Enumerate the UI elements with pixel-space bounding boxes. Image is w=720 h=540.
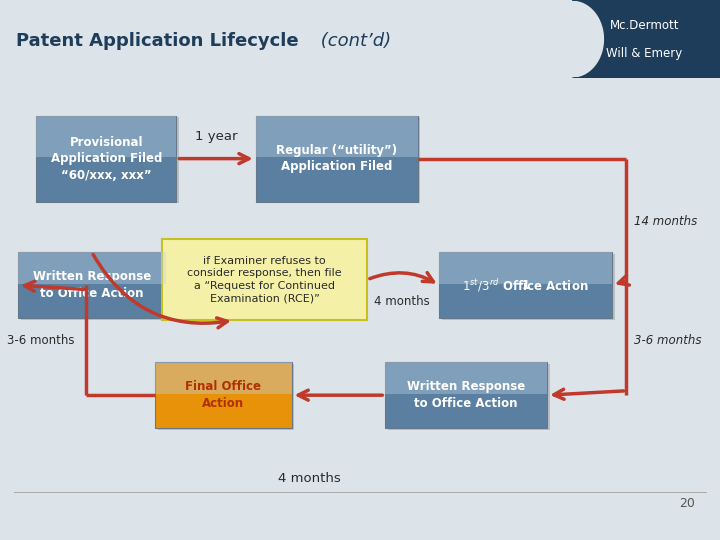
Text: Mc.Dermott: Mc.Dermott [610, 18, 679, 31]
Text: 3-6 months: 3-6 months [634, 334, 701, 347]
Text: Written Response
to Office Action: Written Response to Office Action [32, 271, 151, 300]
Text: $1^{st}/3^{rd}$ Office Action: $1^{st}/3^{rd}$ Office Action [462, 276, 589, 294]
FancyBboxPatch shape [18, 252, 166, 318]
FancyBboxPatch shape [388, 364, 550, 430]
Text: 3-6 months: 3-6 months [7, 334, 75, 347]
Text: 14 months: 14 months [634, 215, 697, 228]
FancyBboxPatch shape [155, 362, 292, 394]
FancyBboxPatch shape [385, 362, 547, 428]
FancyBboxPatch shape [18, 252, 166, 284]
FancyBboxPatch shape [439, 252, 612, 318]
Text: Patent Application Lifecycle: Patent Application Lifecycle [16, 32, 299, 50]
FancyBboxPatch shape [39, 118, 179, 203]
Text: Will & Emery: Will & Emery [606, 47, 683, 60]
FancyBboxPatch shape [256, 116, 418, 201]
Polygon shape [572, 0, 720, 78]
Text: if Examiner refuses to
consider response, then file
a “Request for Continued
Exa: if Examiner refuses to consider response… [187, 256, 342, 303]
FancyBboxPatch shape [258, 118, 420, 203]
FancyBboxPatch shape [162, 239, 367, 320]
FancyBboxPatch shape [256, 116, 418, 157]
Text: 1 year: 1 year [194, 130, 238, 143]
FancyBboxPatch shape [21, 254, 168, 320]
Text: 4 months: 4 months [278, 472, 341, 485]
FancyBboxPatch shape [442, 254, 615, 320]
FancyBboxPatch shape [36, 116, 176, 157]
Text: Regular (“utility”)
Application Filed: Regular (“utility”) Application Filed [276, 144, 397, 173]
Text: 1: 1 [521, 279, 530, 292]
Text: Written Response
to Office Action: Written Response to Office Action [407, 380, 526, 410]
Text: 4 months: 4 months [374, 295, 430, 308]
FancyBboxPatch shape [439, 252, 612, 284]
Text: 20: 20 [679, 497, 695, 510]
FancyBboxPatch shape [385, 362, 547, 394]
Text: Final Office
Action: Final Office Action [185, 380, 261, 410]
FancyBboxPatch shape [158, 364, 294, 430]
FancyBboxPatch shape [36, 116, 176, 201]
Text: Provisional
Application Filed
“60/xxx, xxx”: Provisional Application Filed “60/xxx, x… [50, 136, 162, 181]
FancyBboxPatch shape [155, 362, 292, 428]
Text: (cont’d): (cont’d) [315, 32, 391, 50]
